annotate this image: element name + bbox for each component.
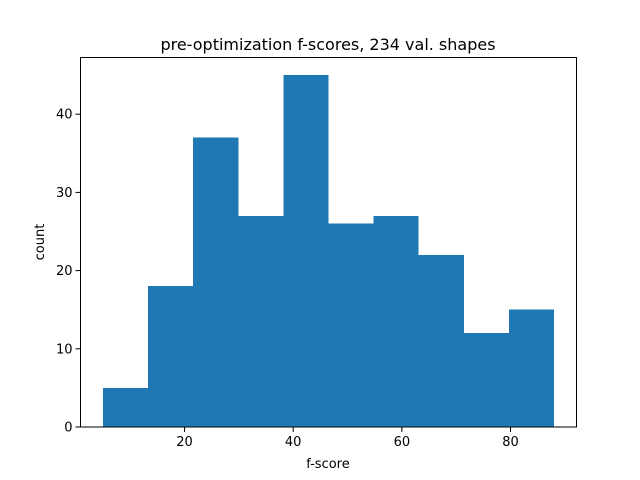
x-tick-label: 40 [285, 435, 302, 450]
histogram-bar-10 [508, 309, 554, 427]
x-tick-label: 80 [502, 435, 519, 450]
histogram-bar-2 [148, 286, 194, 427]
plot-frame [80, 57, 577, 428]
y-tick-label: 20 [56, 264, 73, 279]
histogram-bar-4 [238, 215, 284, 427]
histogram-bar-7 [373, 215, 419, 427]
y-tick-label: 40 [56, 108, 73, 123]
histogram-bar-9 [463, 333, 509, 427]
x-tick-label: 60 [394, 435, 411, 450]
chart-title: pre-optimization f-scores, 234 val. shap… [160, 35, 495, 54]
histogram-bar-8 [418, 254, 464, 427]
y-axis-label: count [33, 224, 48, 261]
bars-group [103, 75, 554, 428]
histogram-bar-1 [103, 387, 149, 427]
y-tick-label: 0 [64, 421, 72, 436]
x-tick-label: 20 [176, 435, 193, 450]
y-tick-label: 10 [56, 342, 73, 357]
histogram-bar-6 [328, 223, 374, 427]
x-axis-label: f-score [306, 457, 350, 472]
histogram-bar-5 [283, 75, 329, 427]
y-axis-ticks: 0 10 20 30 40 [56, 108, 81, 436]
x-axis-ticks: 20 40 60 80 [176, 427, 519, 450]
y-tick-label: 30 [56, 186, 73, 201]
histogram-bar-3 [193, 137, 239, 428]
